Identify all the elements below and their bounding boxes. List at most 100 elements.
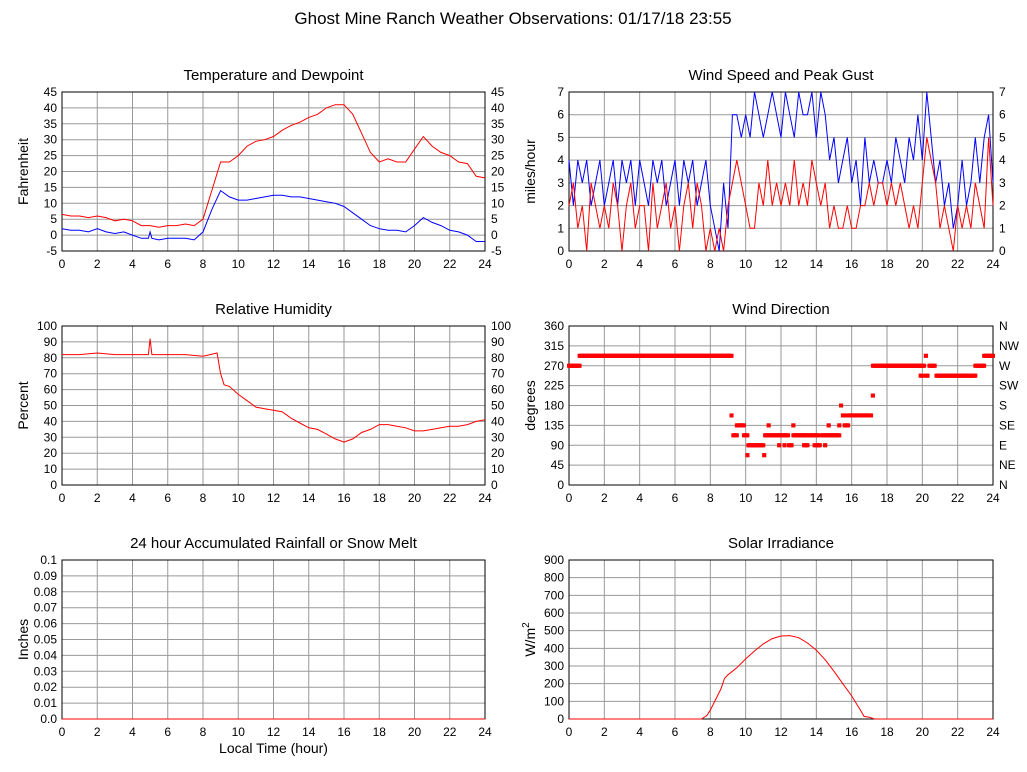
x-tick-label: 18 [880,257,894,271]
x-tick-label: 12 [267,725,281,739]
y-tick-label: 40 [44,414,58,428]
y-tick-label: 0.01 [34,696,58,710]
x-tick-label: 0 [566,491,573,505]
right-tick-label: 90 [491,335,505,349]
y-tick-label: 15 [44,180,58,194]
y-tick-label: 35 [44,117,58,131]
y-tick-label: 800 [544,571,564,585]
y-tick-label: 0.06 [34,617,58,631]
y-tick-label: 0.04 [34,648,58,662]
y-tick-label: 45 [44,85,58,99]
x-tick-label: 16 [337,491,351,505]
right-tick-label: W [999,359,1011,373]
y-tick-label: 20 [44,446,58,460]
y-tick-label: 0.1 [40,553,57,567]
x-tick-label: 18 [880,491,894,505]
panel-title: 24 hour Accumulated Rainfall or Snow Mel… [130,535,418,552]
solar-panel: 0 2 4 6 8 10 12 14 16 18 20 22 240100200300400500600… [521,535,1000,739]
wind-series-wind-speed [568,137,994,252]
wind-direction-point [816,433,821,438]
right-tick-label: 60 [491,383,505,397]
y-axis-label-text: W/m [522,628,538,657]
right-tick-label: 50 [491,399,505,413]
x-tick-label: 16 [337,257,351,271]
x-tick-label: 8 [707,257,714,271]
y-axis-label-text: Percent [15,381,31,429]
right-tick-label: 30 [491,430,505,444]
y-tick-label: 0 [557,244,564,258]
y-tick-label: 7 [557,85,564,99]
x-tick-label: 8 [200,257,207,271]
wind-direction-point [823,443,828,448]
x-tick-label: 24 [478,257,492,271]
x-tick-label: 2 [601,725,608,739]
x-tick-label: 12 [774,725,788,739]
x-tick-label: 14 [302,725,316,739]
wind-panel: 0 2 4 6 8 10 12 14 16 18 20 22 240 01 12 23 34 45 56 67 7Win… [522,67,1006,271]
right-tick-label: 20 [491,165,505,179]
x-tick-label: 24 [986,725,1000,739]
wind-direction-point [791,423,796,428]
right-tick-label: E [999,438,1007,452]
y-tick-label: 360 [544,319,564,333]
x-tick-label: 16 [845,725,859,739]
x-tick-label: 24 [478,491,492,505]
y-tick-label: 0.03 [34,664,58,678]
x-tick-label: 20 [408,491,422,505]
x-tick-label: 6 [164,491,171,505]
wind-direction-point [920,373,925,378]
y-tick-label: 0.08 [34,585,58,599]
right-tick-label: 25 [491,149,505,163]
y-tick-label: 0 [557,712,564,726]
y-tick-label: 0 [50,228,57,242]
plot-frame [568,559,994,720]
x-tick-label: 6 [164,257,171,271]
x-tick-label: 4 [129,491,136,505]
wind-direction-point [991,353,995,358]
wind-direction-point [741,423,746,428]
y-tick-label: 5 [557,130,564,144]
wind-direction-point [837,423,842,428]
x-tick-label: 0 [566,725,573,739]
x-tick-label: 2 [94,491,101,505]
right-tick-label: 3 [999,176,1006,190]
right-tick-label: 5 [491,212,498,226]
wind-direction-point [923,353,928,358]
right-tick-label: S [999,399,1007,413]
x-tick-label: 10 [739,257,753,271]
solar-series-solar-irradiance [569,635,993,720]
y-tick-label: 4 [557,153,564,167]
x-tick-label: 4 [129,257,136,271]
y-tick-label: 0.0 [40,712,57,726]
y-tick-label: 25 [44,149,58,163]
y-tick-label: 30 [44,430,58,444]
y-axis-label: Percent [15,381,31,429]
right-tick-label: 70 [491,367,505,381]
x-tick-label: 10 [739,725,753,739]
right-tick-label: 20 [491,446,505,460]
right-tick-label: N [999,319,1008,333]
y-tick-label: -5 [46,244,57,258]
y-tick-label: 200 [544,677,564,691]
y-tick-label: 40 [44,101,58,115]
right-tick-label: NW [999,339,1020,353]
wind-direction-point [846,423,851,428]
x-tick-label: 8 [200,725,207,739]
y-tick-label: 225 [544,379,564,393]
x-tick-label: 14 [810,725,824,739]
right-tick-label: 5 [999,130,1006,144]
x-tick-label: 4 [636,725,643,739]
right-tick-label: 10 [491,462,505,476]
x-tick-label: 6 [672,257,679,271]
right-tick-label: SW [999,379,1019,393]
x-tick-label: 10 [232,257,246,271]
y-tick-label: 50 [44,399,58,413]
x-tick-label: 10 [232,491,246,505]
y-axis-label-superscript: 2 [521,622,532,628]
x-tick-label: 22 [443,725,457,739]
y-tick-label: 0 [557,478,564,492]
x-tick-label: 14 [302,257,316,271]
